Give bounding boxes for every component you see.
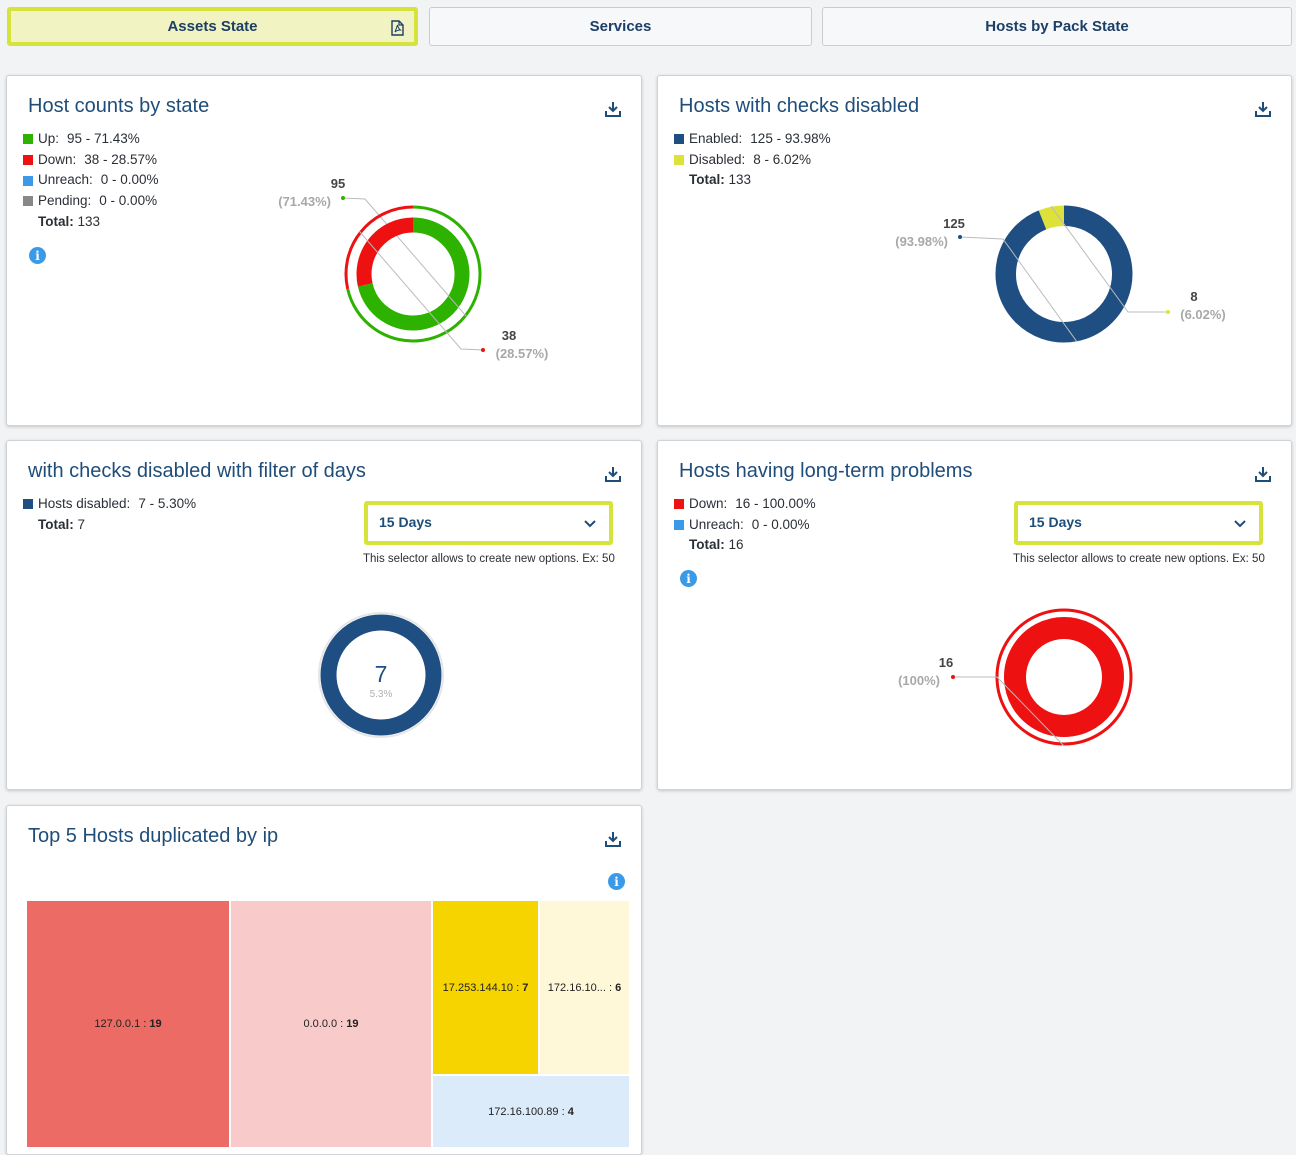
chevron-down-icon: [1233, 516, 1247, 534]
days-filter-select[interactable]: 15 Days: [1014, 501, 1263, 545]
days-filter-select[interactable]: 15 Days: [364, 501, 613, 545]
treemap-cell[interactable]: 17.253.144.10 : 7: [433, 901, 538, 1074]
slice-percent-label: (71.43%): [278, 194, 331, 209]
slice-value-label: 38: [502, 328, 516, 343]
legend-item-unreach: Unreach: 0 - 0.00%: [674, 515, 816, 536]
slice-value-label: 16: [939, 655, 953, 670]
download-icon[interactable]: [1255, 466, 1271, 487]
card-host-counts-by-state: 95 (71.43%) 38 (28.57%) Host counts by stat…: [6, 75, 642, 426]
legend-item-up: Up: 95 - 71.43%: [23, 129, 159, 150]
card-top5-hosts-duplicated: Top 5 Hosts duplicated by ip i 127.0.0.1…: [6, 805, 642, 1155]
legend-total: Total: 133: [689, 172, 752, 188]
info-icon[interactable]: i: [680, 570, 697, 587]
leader-line: [358, 230, 484, 351]
pdf-export-icon[interactable]: [391, 20, 404, 40]
card-title: Top 5 Hosts duplicated by ip: [28, 825, 279, 847]
slice-value-label: 8: [1190, 289, 1197, 304]
tab-label: Assets State: [167, 18, 258, 35]
gauge-chart: 7 5.3%: [318, 612, 444, 738]
legend-item-hosts-disabled: Hosts disabled: 7 - 5.30%: [23, 494, 196, 515]
enabled-swatch-icon: [674, 134, 684, 145]
select-value: 15 Days: [1029, 514, 1082, 530]
legend-item-down: Down: 38 - 28.57%: [23, 150, 159, 171]
down-swatch-icon: [674, 499, 684, 510]
card-checks-disabled-filter-days: with checks disabled with filter of days…: [6, 440, 642, 790]
tab-label: Hosts by Pack State: [985, 18, 1129, 35]
slice-percent-label: (28.57%): [496, 346, 549, 361]
leader-line: [959, 236, 1078, 343]
donut-slice-disabled[interactable]: [1038, 206, 1065, 230]
donut-slice-enabled[interactable]: [996, 206, 1132, 342]
legend-item-enabled: Enabled: 125 - 93.98%: [674, 129, 831, 150]
donut-outer-ring-enabled: [995, 205, 1133, 343]
tab-assets-state[interactable]: Assets State: [7, 7, 418, 46]
info-icon[interactable]: i: [29, 247, 46, 264]
checks-disabled-donut: 125 (93.98%) 8 (6.02%): [895, 205, 1226, 343]
legend: Down: 16 - 100.00% Unreach: 0 - 0.00% Tota…: [674, 494, 816, 556]
leader-dot: [1166, 310, 1170, 314]
legend-item-pending: Pending: 0 - 0.00%: [23, 191, 159, 212]
host-counts-donut: 95(71.43%) 38 (28.57%): [278, 176, 549, 361]
hosts-disabled-swatch-icon: [23, 499, 33, 510]
donut-outer-ring-disabled: [1038, 205, 1065, 214]
treemap-cell[interactable]: 172.16.100.89 : 4: [433, 1076, 629, 1147]
download-icon[interactable]: [1255, 101, 1271, 122]
leader-line: [342, 197, 468, 318]
legend-item-down: Down: 16 - 100.00%: [674, 494, 816, 515]
card-title: Hosts with checks disabled: [679, 95, 920, 117]
gauge-pct: 5.3%: [370, 689, 393, 700]
chevron-down-icon: [583, 516, 597, 534]
select-value: 15 Days: [379, 514, 432, 530]
slice-value-label: 125: [943, 216, 965, 231]
card-hosts-checks-disabled: 125 (93.98%) 8 (6.02%) Hosts with checks di…: [657, 75, 1292, 426]
leader-dot: [958, 235, 962, 239]
disabled-swatch-icon: [674, 155, 684, 166]
treemap-cell[interactable]: 0.0.0.0 : 19: [231, 901, 431, 1147]
card-title: with checks disabled with filter of days: [28, 460, 366, 482]
info-icon[interactable]: i: [608, 873, 625, 890]
legend-item-disabled: Disabled: 8 - 6.02%: [674, 150, 831, 171]
slice-percent-label: (93.98%): [895, 234, 948, 249]
card-long-term-problems: 16 (100%) Hosts having long-term problems…: [657, 440, 1292, 790]
card-title: Hosts having long-term problems: [679, 460, 973, 482]
download-icon[interactable]: [605, 466, 621, 487]
card-title: Host counts by state: [28, 95, 210, 117]
long-term-donut: 16 (100%): [898, 608, 1133, 747]
legend: Up: 95 - 71.43% Down: 38 - 28.57% Unreach:…: [23, 129, 159, 233]
pending-swatch-icon: [23, 196, 33, 207]
treemap-cell[interactable]: 172.16.10... : 6: [540, 901, 629, 1074]
donut-slice-down[interactable]: [1004, 617, 1124, 737]
unreach-swatch-icon: [674, 520, 684, 531]
tab-services[interactable]: Services: [429, 7, 812, 46]
down-swatch-icon: [23, 155, 33, 166]
up-swatch-icon: [23, 134, 33, 145]
unreach-swatch-icon: [23, 175, 33, 186]
tab-label: Services: [589, 18, 652, 35]
legend: Hosts disabled: 7 - 5.30% Total: 7: [23, 494, 196, 535]
donut-slice-down[interactable]: [356, 217, 414, 287]
selector-hint: This selector allows to create new optio…: [363, 553, 615, 565]
treemap-cell[interactable]: 127.0.0.1 : 19: [27, 901, 229, 1147]
gauge-value: 7: [375, 661, 388, 687]
legend-total: Total: 7: [38, 516, 86, 532]
leader-dot: [481, 348, 485, 352]
slice-percent-label: (6.02%): [1180, 307, 1226, 322]
tab-hosts-by-pack-state[interactable]: Hosts by Pack State: [822, 7, 1292, 46]
legend-total: Total: 133: [38, 213, 101, 229]
leader-dot: [341, 196, 345, 200]
leader-dot: [951, 675, 955, 679]
slice-percent-label: (100%): [898, 673, 940, 688]
leader-line: [953, 676, 1065, 747]
leader-line: [1050, 205, 1168, 313]
legend-item-unreach: Unreach: 0 - 0.00%: [23, 170, 159, 191]
legend-total: Total: 16: [689, 537, 744, 553]
download-icon[interactable]: [605, 101, 621, 122]
donut-outer-ring-down: [995, 608, 1133, 746]
selector-hint: This selector allows to create new optio…: [1013, 553, 1265, 565]
slice-value-label: 95: [331, 176, 345, 191]
legend: Enabled: 125 - 93.98% Disabled: 8 - 6.02% …: [674, 129, 831, 191]
donut-slice-up[interactable]: [357, 217, 470, 331]
download-icon[interactable]: [605, 831, 621, 852]
